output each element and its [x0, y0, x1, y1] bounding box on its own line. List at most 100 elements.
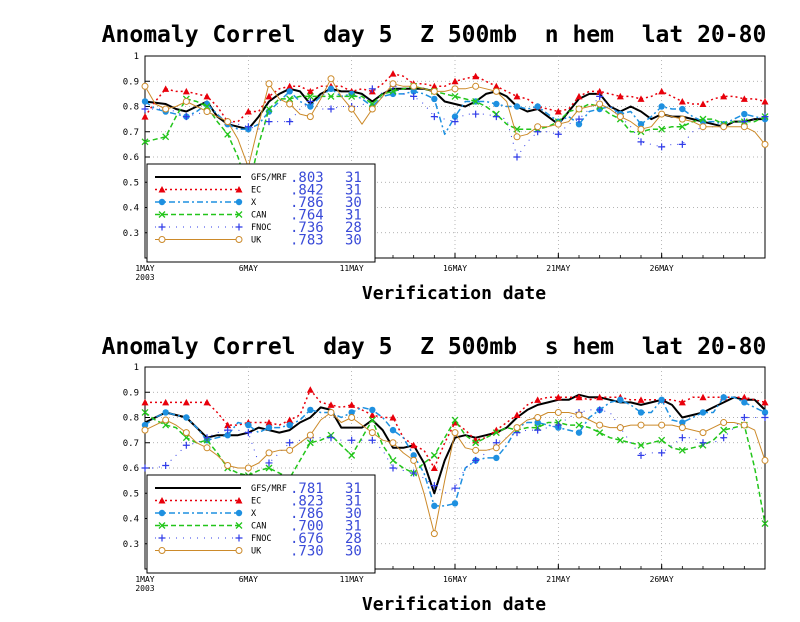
- ec-point-42: [575, 393, 583, 401]
- fnoc-point-50: [658, 449, 666, 457]
- can-point-54: [699, 115, 707, 123]
- ec-point-54: [699, 393, 707, 401]
- x-point-38: [534, 103, 541, 110]
- legend-series-name: CAN: [251, 522, 266, 532]
- ec-point-14: [286, 416, 294, 424]
- legend-can-point-b: [235, 211, 243, 218]
- legend-mean: .803: [290, 170, 324, 186]
- fnoc-point-18: [327, 434, 335, 442]
- ec-point-0: [141, 398, 149, 406]
- can-point-16: [306, 92, 314, 100]
- series-fnoc: [141, 406, 769, 494]
- y-tick-label: 0.7: [123, 439, 139, 449]
- ec-point-60: [761, 398, 769, 406]
- uk-point-48: [637, 125, 645, 133]
- ec-point-36: [513, 92, 521, 100]
- legend-entry: GFS/MRF .781 31: [155, 481, 362, 497]
- uk-point-28: [430, 87, 438, 95]
- x-axis-label: Verification date: [362, 283, 546, 304]
- ec-point-24: [389, 414, 397, 421]
- can-point-46: [616, 436, 624, 444]
- legend-uk-point-b: [235, 236, 243, 243]
- legend-entry: UK .783 30: [155, 233, 362, 249]
- fnoc-point-22: [368, 85, 376, 93]
- fnoc-point-12: [265, 118, 273, 126]
- uk-point-24: [389, 439, 397, 447]
- x-point-16: [307, 103, 314, 110]
- legend-series-name: UK: [251, 236, 262, 246]
- uk-point-30: [451, 85, 459, 93]
- fnoc-point-60: [761, 414, 769, 421]
- legend-entry: X .786 30: [155, 506, 362, 522]
- x-point-8: [224, 431, 231, 439]
- uk-point-44: [596, 421, 604, 429]
- legend-entry: CAN .700 31: [155, 519, 362, 535]
- uk-point-60: [761, 140, 769, 148]
- legend-mean: .781: [290, 481, 324, 497]
- legend-can-point-b: [235, 522, 243, 529]
- uk-point-60: [761, 456, 769, 464]
- uk-point-18: [327, 408, 335, 416]
- legend-can-point-a: [158, 211, 166, 218]
- y-tick-label: 0.9: [123, 77, 139, 87]
- series-uk: [141, 408, 769, 538]
- x-point-14: [286, 421, 293, 429]
- legend-count: 31: [345, 519, 362, 535]
- uk-point-36: [513, 424, 521, 432]
- fnoc-point-32: [472, 110, 480, 118]
- x-point-10: [245, 421, 252, 429]
- legend-ec-point-a: [158, 186, 166, 193]
- can-point-2: [162, 133, 170, 141]
- x-tick-label: 21MAY: [546, 264, 570, 273]
- legend-ec-point-b: [235, 497, 243, 504]
- uk-point-8: [224, 461, 232, 469]
- ec-point-2: [162, 85, 170, 92]
- fnoc-point-14: [286, 118, 294, 126]
- fnoc-point-44: [596, 406, 604, 414]
- fnoc-point-28: [430, 113, 438, 121]
- fnoc-point-26: [410, 469, 418, 477]
- chart-panel-n-hem: Anomaly Correl day 5 Z 500mb n hem lat 2…: [102, 22, 769, 304]
- uk-point-0: [141, 426, 149, 434]
- year-label: 2003: [135, 584, 154, 593]
- x-point-46: [617, 396, 624, 404]
- x-point-30: [451, 113, 459, 120]
- x-tick-label: 6MAY: [239, 575, 258, 584]
- x-point-26: [410, 88, 417, 95]
- legend-series-name: FNOC: [251, 223, 271, 233]
- can-point-0: [141, 408, 149, 416]
- can-point-14: [286, 95, 294, 103]
- x-tick-label: 16MAY: [443, 575, 467, 584]
- ec-point-6: [203, 92, 211, 100]
- uk-point-42: [575, 411, 583, 419]
- x-axis-label: Verification date: [362, 594, 546, 615]
- can-point-30: [451, 416, 459, 424]
- legend-count: 30: [345, 544, 362, 560]
- legend-series-name: X: [251, 509, 257, 519]
- fnoc-point-48: [637, 138, 645, 146]
- can-point-28: [430, 451, 438, 459]
- ec-point-32: [472, 72, 480, 80]
- ec-point-42: [575, 92, 583, 100]
- legend-series-name: X: [251, 198, 257, 208]
- ec-point-48: [637, 95, 645, 102]
- legend-count: 31: [345, 208, 362, 224]
- legend-count: 31: [345, 170, 362, 186]
- fnoc-point-30: [451, 484, 459, 492]
- ec-point-14: [286, 82, 294, 90]
- ec-point-36: [513, 411, 521, 418]
- fnoc-point-0: [141, 464, 149, 472]
- legend-mean: .783: [290, 233, 324, 249]
- legend-box: [146, 474, 376, 574]
- ec-point-12: [265, 419, 273, 426]
- legend-mean: .842: [290, 183, 324, 199]
- uk-point-4: [182, 97, 190, 105]
- x-point-22: [369, 406, 376, 414]
- fnoc-point-2: [162, 461, 170, 469]
- x-point-42: [575, 120, 583, 128]
- x-tick-label: 26MAY: [650, 575, 674, 584]
- legend-entry: EC .823 31: [155, 494, 362, 510]
- legend-uk-point-a: [158, 236, 166, 243]
